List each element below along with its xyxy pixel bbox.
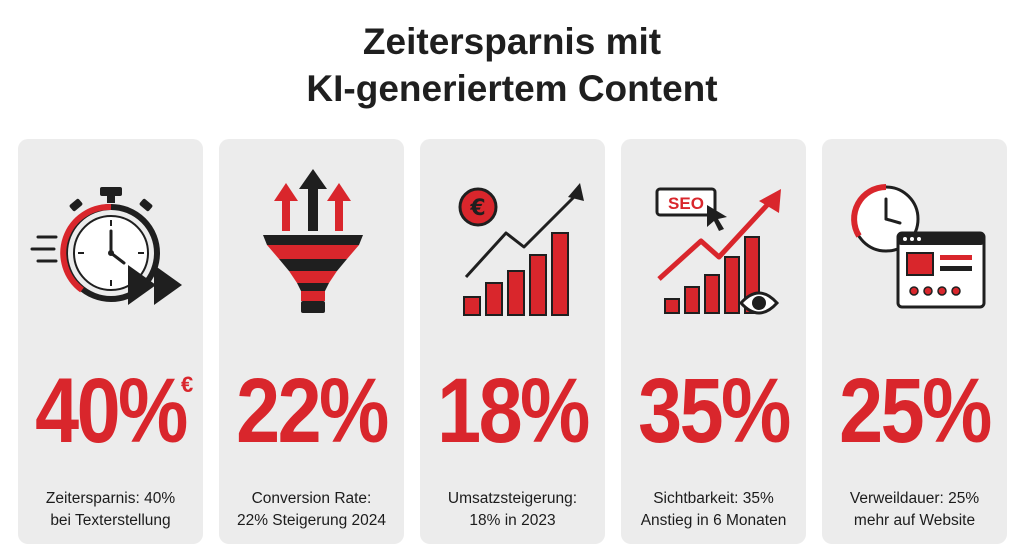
svg-text:€: € [469, 196, 485, 221]
stat-value: 25% [839, 360, 992, 462]
caption-line-1: Sichtbarkeit: 35% [653, 490, 774, 507]
stat-cards: 40% € Zeitersparnis: 40% bei Texterstell… [18, 139, 1007, 544]
stat-caption: Verweildauer: 25% mehr auf Website [822, 488, 1007, 532]
stat-card-revenue-growth: € 18% Umsatzsteigerung: 18% in 2023 [420, 139, 605, 544]
stat-value: 40% [35, 360, 188, 462]
seo-label: SEO [668, 194, 704, 213]
stopwatch-fast-forward-icon [30, 187, 182, 305]
caption-line-2: Anstieg in 6 Monaten [640, 512, 787, 529]
stat-value: 18% [437, 360, 590, 462]
caption-line-1: Conversion Rate: [251, 490, 372, 507]
euro-growth-chart-icon: € [458, 183, 584, 316]
stat-caption: Umsatzsteigerung: 18% in 2023 [420, 488, 605, 532]
caption-line-2: bei Texterstellung [50, 512, 171, 529]
title-line-2: KI-generiertem Content [306, 68, 718, 109]
euro-superscript: € [181, 372, 194, 397]
caption-line-1: Verweildauer: 25% [849, 490, 980, 507]
stat-card-dwell-time: 25% Verweildauer: 25% mehr auf Website [822, 139, 1007, 544]
caption-line-1: Zeitersparnis: 40% [45, 490, 176, 507]
caption-line-1: Umsatzsteigerung: [447, 490, 578, 507]
clock-browser-window-icon [851, 184, 986, 309]
caption-line-2: 22% Steigerung 2024 [236, 512, 387, 529]
caption-line-2: 18% in 2023 [469, 512, 556, 529]
stat-value: 22% [236, 360, 389, 462]
stat-value: 35% [638, 360, 791, 462]
stat-card-time-savings: 40% € Zeitersparnis: 40% bei Texterstell… [18, 139, 203, 544]
title-line-1: Zeitersparnis mit [362, 21, 662, 62]
stat-card-visibility: SEO 35% Sichtbarkeit: 35% Anstieg in 6 M… [621, 139, 806, 544]
funnel-arrows-icon [263, 169, 363, 313]
stat-caption: Conversion Rate: 22% Steigerung 2024 [219, 488, 404, 532]
page-title: Zeitersparnis mit KI-generiertem Content [0, 18, 1024, 112]
seo-visibility-chart-icon: SEO [655, 187, 781, 315]
stat-card-conversion-rate: 22% Conversion Rate: 22% Steigerung 2024 [219, 139, 404, 544]
caption-line-2: mehr auf Website [853, 512, 976, 529]
stat-caption: Zeitersparnis: 40% bei Texterstellung [18, 488, 203, 532]
stat-caption: Sichtbarkeit: 35% Anstieg in 6 Monaten [621, 488, 806, 532]
